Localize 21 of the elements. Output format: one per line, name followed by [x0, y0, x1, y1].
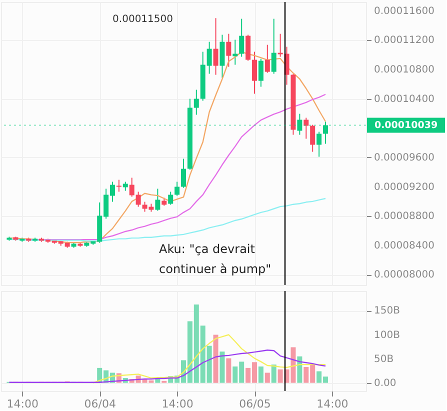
y-tick-label: 0.00010400	[374, 94, 434, 105]
y-tick-label: 0.00008800	[374, 211, 434, 222]
ref-line-label: 0.00010039	[374, 120, 438, 132]
y-tick-label: 0.00	[374, 378, 396, 389]
y-tick-label: 0.00010800	[374, 64, 434, 76]
y-tick-label: 50B	[374, 354, 394, 365]
annotation: 0.00011500	[112, 14, 173, 25]
x-tick-label: 14:00	[6, 398, 38, 410]
x-tick-label: 14:00	[316, 398, 348, 410]
y-tick-label: 150B	[374, 306, 400, 317]
x-tick-label: 06/04	[84, 398, 116, 410]
x-tick-label: 06/05	[239, 398, 271, 410]
y-tick-label: 100B	[374, 330, 400, 341]
annotation: Aku: "ça devrait continuer à pump"	[159, 242, 272, 276]
y-tick-label: 0.00009600	[374, 152, 434, 164]
y-tick-label: 0.00008000	[374, 270, 434, 281]
y-tick-label: 0.00011600	[374, 6, 434, 17]
y-tick-label: 0.00008400	[374, 240, 434, 252]
y-tick-label: 0.00009200	[374, 182, 434, 193]
y-tick-label: 0.00011200	[374, 35, 434, 46]
x-tick-label: 14:00	[162, 398, 194, 410]
